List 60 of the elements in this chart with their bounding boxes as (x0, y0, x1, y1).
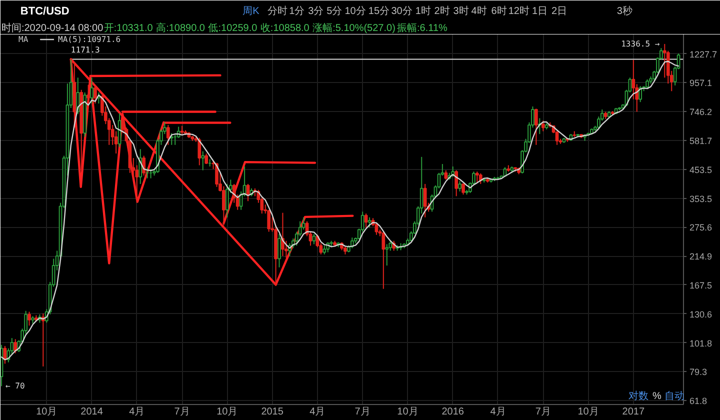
text: 4时 (471, 5, 487, 17)
text: 收:10858.0 (260, 23, 310, 34)
x-tick-label: 2014 (80, 406, 104, 418)
text: 周K (242, 6, 260, 17)
x-tick-label: 4月 (129, 406, 145, 418)
text: 12时 (508, 5, 530, 17)
x-tick-label: 4月 (490, 406, 506, 418)
y-tick-label: 957.1 (690, 78, 712, 88)
text: 开:10331.0 (104, 23, 154, 34)
text: 涨幅:5.10%(527.0) (312, 22, 396, 34)
text: 时间:2020-09-14 08:00 (1, 22, 104, 34)
text: 1时 (415, 5, 431, 17)
y-tick-label: 130.6 (690, 309, 712, 320)
y-tick-label: 167.5 (690, 280, 712, 290)
annotation: MA (18, 35, 28, 44)
y-tick-label: 61.8 (690, 396, 708, 406)
text: 低:10259.0 (208, 23, 258, 34)
annotation: 自动 (664, 390, 684, 402)
text: 高:10890.0 (156, 22, 206, 34)
text: 1日 (532, 6, 548, 17)
text: 15分 (368, 5, 390, 17)
y-tick-label: 581.7 (690, 136, 712, 146)
text: 分时 (267, 5, 288, 17)
x-tick-label: 10月 (578, 406, 599, 418)
text: 6时 (491, 5, 507, 17)
text: 5分 (326, 5, 342, 17)
x-tick-label: 7月 (535, 406, 551, 418)
y-tick-label: 275.6 (690, 222, 712, 233)
x-tick-label: 4月 (310, 406, 326, 418)
legend-label: MA(5):10971.6 (58, 34, 121, 44)
text: 10分 (344, 5, 366, 17)
annotation: 1336.5 → (621, 39, 660, 48)
x-tick-label: 2016 (442, 406, 464, 418)
text: 2时 (434, 5, 450, 17)
y-tick-label: 79.3 (690, 367, 708, 378)
chart-title: BTC/USD (20, 6, 70, 18)
text: 3秒 (616, 5, 632, 17)
y-tick-label: 1227.7 (690, 49, 718, 60)
x-tick-label: 10月 (216, 406, 238, 418)
y-tick-label: 453.5 (690, 164, 712, 175)
text: 1分 (289, 5, 305, 17)
y-tick-label: 214.9 (690, 252, 712, 262)
y-tick-label: 353.5 (690, 194, 712, 204)
x-tick-label: 10月 (36, 406, 58, 418)
x-tick-label: 10月 (397, 406, 418, 418)
y-tick-label: 101.8 (690, 338, 712, 348)
annotation: ← 70 (5, 382, 25, 391)
annotation: % (652, 391, 662, 402)
text: 2日 (551, 6, 568, 17)
y-tick-label: 746.2 (690, 107, 712, 118)
x-tick-label: 7月 (174, 406, 190, 418)
text: 3分 (308, 5, 324, 17)
text: 3时 (453, 5, 469, 17)
x-tick-label: 2017 (622, 406, 645, 418)
text: 振幅:6.11% (397, 22, 448, 34)
annotation: 对数 (628, 390, 648, 402)
text: 30分 (391, 5, 412, 17)
ref-line-label: 1171.3 (70, 45, 100, 54)
x-tick-label: 2015 (261, 406, 284, 418)
x-tick-label: 7月 (354, 406, 370, 418)
